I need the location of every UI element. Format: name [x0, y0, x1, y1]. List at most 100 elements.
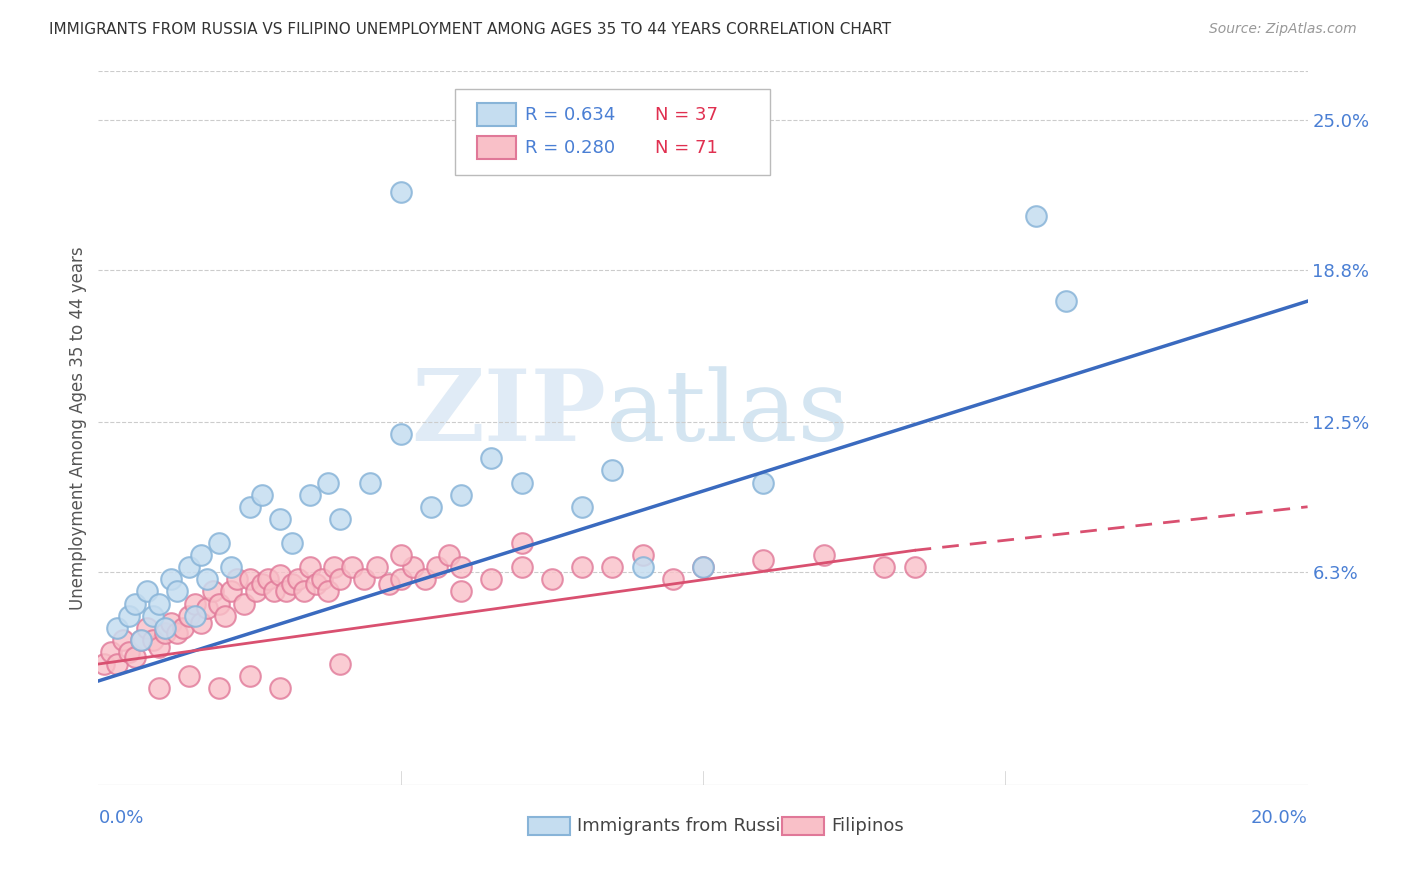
Point: [105, 621, 128, 635]
Point: [510, 475, 533, 490]
Point: [208, 536, 231, 550]
Point: [299, 488, 322, 502]
Point: [135, 621, 157, 635]
Point: [179, 669, 201, 683]
Point: [437, 548, 460, 562]
Point: [160, 572, 183, 586]
Point: [195, 572, 218, 586]
Point: [129, 632, 152, 647]
Bar: [477, 103, 516, 127]
Point: [148, 640, 170, 654]
Point: [692, 560, 714, 574]
Bar: [527, 817, 569, 835]
Point: [245, 584, 267, 599]
Point: [214, 608, 236, 623]
Point: [239, 572, 262, 586]
Point: [239, 669, 262, 683]
Point: [269, 681, 291, 696]
Point: [752, 475, 775, 490]
Point: [124, 649, 146, 664]
Point: [118, 608, 141, 623]
Point: [281, 536, 304, 550]
Point: [389, 572, 412, 586]
Point: [148, 681, 170, 696]
Text: Filipinos: Filipinos: [831, 817, 904, 835]
Point: [631, 548, 654, 562]
Text: IMMIGRANTS FROM RUSSIA VS FILIPINO UNEMPLOYMENT AMONG AGES 35 TO 44 YEARS CORREL: IMMIGRANTS FROM RUSSIA VS FILIPINO UNEMP…: [49, 22, 891, 37]
Point: [342, 560, 364, 574]
Point: [93, 657, 115, 671]
Point: [311, 572, 333, 586]
Bar: [782, 817, 824, 835]
Point: [142, 608, 165, 623]
Point: [124, 597, 146, 611]
Text: 0.0%: 0.0%: [98, 809, 143, 827]
Point: [602, 463, 624, 477]
Point: [100, 645, 122, 659]
Point: [250, 488, 273, 502]
Point: [402, 560, 425, 574]
Point: [305, 577, 328, 591]
Point: [366, 560, 388, 574]
Text: Immigrants from Russia: Immigrants from Russia: [578, 817, 792, 835]
Point: [239, 500, 262, 514]
Point: [353, 572, 375, 586]
Point: [631, 560, 654, 574]
Point: [263, 584, 285, 599]
Point: [571, 560, 593, 574]
Point: [166, 584, 188, 599]
Point: [179, 560, 201, 574]
Point: [692, 560, 714, 574]
Point: [813, 548, 835, 562]
Text: 20.0%: 20.0%: [1251, 809, 1308, 827]
Point: [142, 632, 165, 647]
Point: [190, 615, 212, 630]
Point: [135, 584, 157, 599]
Point: [450, 584, 472, 599]
Point: [661, 572, 683, 586]
Point: [190, 548, 212, 562]
Point: [292, 584, 315, 599]
Point: [510, 536, 533, 550]
Point: [153, 625, 176, 640]
Point: [166, 625, 188, 640]
Point: [184, 597, 207, 611]
Point: [287, 572, 309, 586]
Point: [299, 560, 322, 574]
Point: [129, 632, 152, 647]
Point: [481, 451, 503, 466]
Point: [389, 186, 412, 200]
Point: [873, 560, 896, 574]
Point: [329, 657, 352, 671]
Text: R = 0.280: R = 0.280: [526, 139, 616, 157]
Point: [232, 597, 254, 611]
Text: atlas: atlas: [606, 366, 849, 462]
Point: [153, 621, 176, 635]
Point: [274, 584, 297, 599]
Text: ZIP: ZIP: [412, 366, 606, 462]
Point: [510, 560, 533, 574]
Point: [389, 427, 412, 442]
Point: [752, 553, 775, 567]
Point: [389, 548, 412, 562]
Point: [426, 560, 449, 574]
Point: [195, 601, 218, 615]
Point: [269, 567, 291, 582]
Point: [179, 608, 201, 623]
Point: [904, 560, 927, 574]
Point: [148, 597, 170, 611]
Point: [226, 572, 249, 586]
Point: [250, 577, 273, 591]
Point: [202, 584, 225, 599]
Point: [172, 621, 194, 635]
Text: R = 0.634: R = 0.634: [526, 106, 616, 124]
Point: [450, 560, 472, 574]
Point: [184, 608, 207, 623]
Text: N = 71: N = 71: [655, 139, 717, 157]
Point: [111, 632, 134, 647]
Point: [281, 577, 304, 591]
Point: [481, 572, 503, 586]
Point: [329, 512, 352, 526]
Point: [602, 560, 624, 574]
Text: Source: ZipAtlas.com: Source: ZipAtlas.com: [1209, 22, 1357, 37]
